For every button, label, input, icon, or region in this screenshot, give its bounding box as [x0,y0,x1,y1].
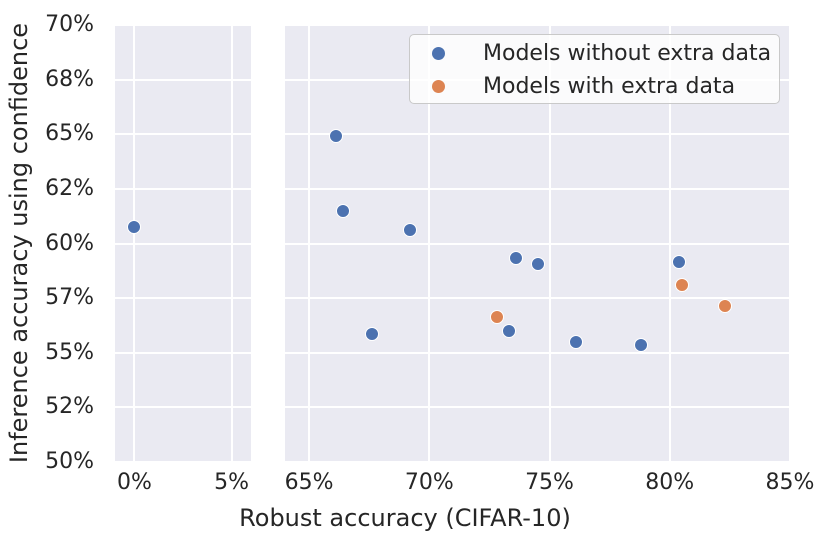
y-tick-label: 65% [45,121,94,147]
data-point [501,323,516,338]
v-gridline [308,25,311,462]
x-tick-label: 85% [765,470,815,495]
data-point [530,256,545,271]
y-tick-label: 62% [45,175,94,201]
h-gridline [115,133,251,136]
data-point [328,129,343,144]
data-point [489,310,504,325]
h-gridline [115,24,251,26]
x-axis-label: Robust accuracy (CIFAR-10) [239,504,571,532]
left-axes-panel [115,24,251,463]
v-gridline [668,25,671,462]
y-tick-label: 52% [45,394,94,420]
v-gridline [133,25,136,462]
h-gridline [285,406,790,409]
h-gridline [115,297,251,300]
y-tick-label: 50% [45,449,94,474]
y-tick-label: 70% [45,12,94,37]
y-tick-label: 57% [45,285,94,311]
h-gridline [285,24,790,26]
x-tick-label: 75% [525,470,574,495]
h-gridline [285,461,790,463]
y-tick-label: 55% [45,339,94,365]
data-point [718,299,733,314]
v-gridline [789,25,791,462]
data-point [403,222,418,237]
legend-entry-label: Models with extra data [483,74,736,99]
h-gridline [285,133,790,136]
data-point [633,337,648,352]
h-gridline [285,187,790,190]
h-gridline [115,242,251,245]
data-point [674,278,689,293]
x-tick-label: 5% [214,470,250,495]
y-tick-label: 60% [45,230,94,256]
x-tick-label: 80% [645,470,695,495]
legend-entry: Models without extra data [410,37,779,70]
x-tick-label: 70% [404,470,454,495]
data-point [672,254,687,269]
x-tick-label: 65% [284,470,334,495]
legend-marker-icon [432,80,445,93]
data-point [568,334,583,349]
data-point [508,251,523,266]
h-gridline [285,351,790,354]
v-gridline [548,25,551,462]
legend-entry-label: Models without extra data [483,41,772,66]
data-point [127,220,142,235]
h-gridline [115,351,251,354]
h-gridline [115,461,251,463]
legend: Models without extra data Models with ext… [409,34,780,104]
h-gridline [115,78,251,81]
h-gridline [115,406,251,409]
legend-marker-icon [432,47,445,60]
y-tick-label: 68% [45,66,94,92]
h-gridline [285,297,790,300]
v-gridline [428,25,431,462]
legend-entry: Models with extra data [410,70,779,103]
data-point [335,203,350,218]
data-point [364,326,379,341]
h-gridline [285,242,790,245]
h-gridline [115,187,251,190]
v-gridline [230,25,233,462]
x-tick-label: 0% [116,470,152,495]
